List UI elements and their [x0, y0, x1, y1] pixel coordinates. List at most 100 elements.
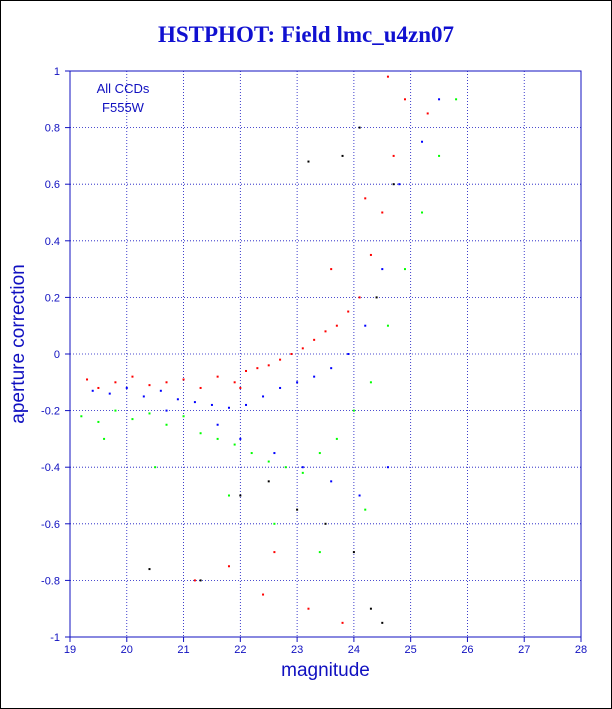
data-point — [369, 253, 372, 256]
data-point — [381, 211, 384, 214]
data-point — [358, 296, 361, 299]
data-point — [273, 522, 276, 525]
data-point — [364, 508, 367, 511]
data-point — [426, 112, 429, 115]
data-point — [358, 126, 361, 129]
data-point — [284, 466, 287, 469]
data-point — [392, 183, 395, 186]
data-point — [165, 381, 168, 384]
data-point — [80, 415, 83, 418]
data-point — [108, 392, 111, 395]
data-point — [352, 551, 355, 554]
data-point — [245, 403, 248, 406]
data-point — [301, 347, 304, 350]
x-tick-label: 26 — [461, 644, 473, 656]
annotation-filter: F555W — [102, 100, 145, 115]
data-point — [369, 381, 372, 384]
data-point — [239, 386, 242, 389]
data-point — [398, 183, 401, 186]
data-point — [103, 437, 106, 440]
chart-title: HSTPHOT: Field lmc_u4zn07 — [157, 22, 455, 47]
data-point — [114, 381, 117, 384]
y-tick-label: 0.2 — [45, 292, 60, 304]
x-tick-label: 23 — [291, 644, 303, 656]
data-point — [301, 471, 304, 474]
data-point — [347, 353, 350, 355]
data-point — [403, 98, 406, 101]
x-tick-label: 25 — [405, 644, 417, 656]
data-point — [182, 378, 185, 381]
data-point — [227, 565, 230, 568]
data-point — [290, 353, 293, 355]
data-point — [364, 324, 367, 327]
y-tick-label: -0.2 — [41, 406, 60, 418]
data-point — [352, 409, 355, 412]
tick-layer: 19 20 21 22 23 24 25 26 27 28 -1 -0.8 -0.6 -0.4 -0.2 0 0… — [41, 66, 587, 656]
data-point — [307, 160, 310, 163]
data-point — [131, 418, 134, 421]
data-point — [256, 367, 259, 370]
y-tick-label: 0 — [54, 349, 60, 361]
data-point — [239, 494, 242, 497]
data-point — [341, 621, 344, 624]
data-point — [279, 358, 282, 361]
data-point — [233, 443, 236, 446]
y-tick-label: 0.8 — [45, 123, 60, 135]
data-point — [273, 551, 276, 554]
data-point — [216, 437, 219, 440]
data-point — [386, 466, 389, 469]
data-point — [233, 381, 236, 384]
data-point — [330, 480, 333, 483]
data-point — [455, 98, 458, 101]
data-point — [421, 140, 424, 143]
data-point — [182, 415, 185, 418]
data-point — [392, 154, 395, 157]
data-point — [364, 197, 367, 200]
data-point — [148, 384, 151, 387]
y-tick-label: 0.6 — [45, 179, 60, 191]
x-axis-label: magnitude — [281, 660, 370, 681]
x-tick-label: 28 — [575, 644, 587, 656]
y-tick-label: -1 — [50, 632, 60, 644]
data-point — [262, 395, 265, 398]
data-point — [341, 154, 344, 157]
data-point — [114, 409, 117, 412]
data-point — [176, 398, 179, 401]
data-point — [375, 296, 378, 299]
data-point — [193, 401, 196, 404]
data-point — [318, 551, 321, 554]
y-tick-label: -0.8 — [41, 575, 60, 587]
data-point — [386, 324, 389, 327]
data-point — [307, 607, 310, 610]
x-tick-label: 27 — [518, 644, 530, 656]
y-tick-label: 1 — [54, 66, 60, 78]
data-point — [148, 568, 151, 571]
data-point — [313, 338, 316, 341]
data-point — [210, 403, 213, 406]
data-point — [250, 452, 253, 455]
data-point — [86, 378, 89, 381]
data-point — [97, 420, 100, 423]
annotation-all-ccds: All CCDs — [97, 81, 150, 96]
x-tick-label: 21 — [177, 644, 189, 656]
data-point — [438, 154, 441, 157]
data-point — [142, 395, 145, 398]
data-point — [369, 607, 372, 610]
data-point — [216, 423, 219, 426]
y-axis-label: aperture correction — [8, 264, 29, 423]
y-tick-label: -0.4 — [41, 462, 60, 474]
data-point — [403, 268, 406, 271]
data-point — [154, 466, 157, 469]
data-point — [421, 211, 424, 214]
data-point — [216, 375, 219, 378]
data-point — [358, 494, 361, 497]
data-point — [97, 386, 100, 389]
data-point — [91, 389, 94, 392]
x-tick-label: 22 — [234, 644, 246, 656]
data-point — [318, 452, 321, 455]
data-point — [245, 369, 248, 372]
data-point — [330, 367, 333, 370]
data-point — [381, 268, 384, 271]
data-point — [296, 508, 299, 511]
